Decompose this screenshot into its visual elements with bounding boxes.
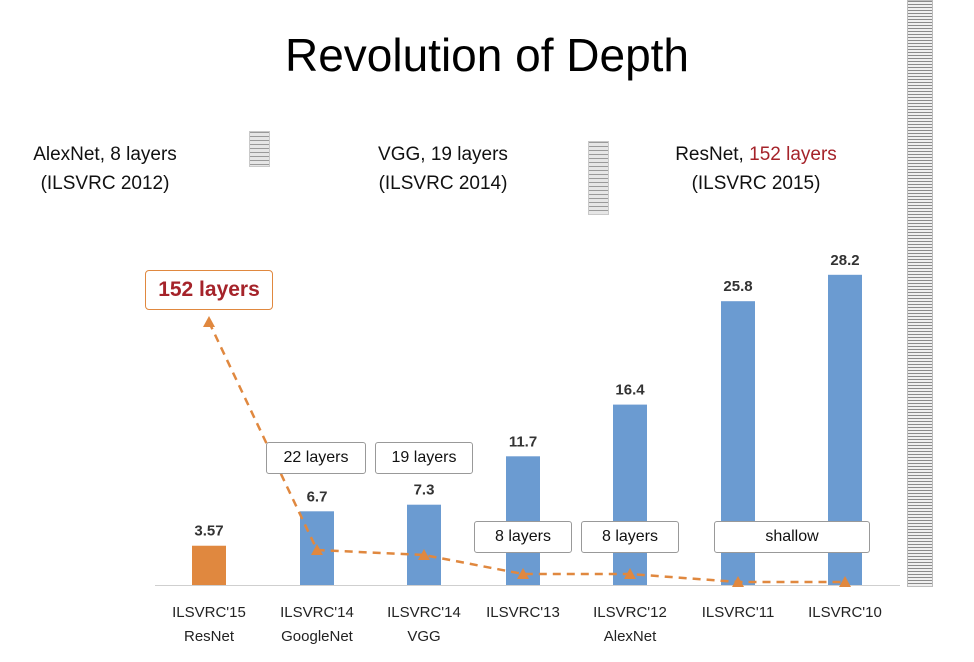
x-tick-label-2-1: VGG bbox=[407, 628, 440, 645]
x-tick-label-5-0: ILSVRC'11 bbox=[702, 604, 775, 621]
vgg-event: (ILSVRC 2014) bbox=[378, 173, 508, 194]
bar-4 bbox=[613, 404, 647, 585]
x-tick-label-6-0: ILSVRC'10 bbox=[808, 604, 882, 621]
bar-value-label-4: 16.4 bbox=[615, 382, 645, 399]
depth-marker-5 bbox=[732, 576, 744, 587]
resnet-caption: ResNet, 152 layers (ILSVRC 2015) bbox=[656, 140, 856, 198]
x-tick-label-4-0: ILSVRC'12 bbox=[593, 604, 667, 621]
depth-marker-0 bbox=[203, 316, 215, 327]
x-tick-label-1-1: GoogleNet bbox=[281, 628, 354, 645]
depth-marker-3 bbox=[517, 568, 529, 579]
resnet-layer-count: 152 layers bbox=[749, 144, 837, 165]
x-tick-label-2-0: ILSVRC'14 bbox=[387, 604, 461, 621]
alexnet-layer-stack-icon bbox=[249, 131, 270, 167]
x-tick-label-4-1: AlexNet bbox=[604, 628, 657, 645]
vgg-layer-stack-icon bbox=[588, 141, 609, 215]
callout-152-layers: 152 layers bbox=[145, 270, 273, 310]
alexnet-name: AlexNet, 8 layers bbox=[33, 144, 177, 165]
depth-label-box-4: 8 layers bbox=[581, 521, 679, 553]
depth-label-box-3: 8 layers bbox=[474, 521, 572, 553]
alexnet-event: (ILSVRC 2012) bbox=[40, 173, 170, 194]
x-tick-label-0-0: ILSVRC'15 bbox=[172, 604, 246, 621]
depth-label-box-5: shallow bbox=[714, 521, 870, 553]
resnet-layer-stack-icon bbox=[907, 0, 933, 587]
depth-marker-6 bbox=[839, 576, 851, 587]
bar-value-label-1: 6.7 bbox=[307, 488, 328, 505]
depth-marker-1 bbox=[311, 544, 323, 555]
bar-value-label-5: 25.8 bbox=[723, 278, 752, 295]
resnet-event: (ILSVRC 2015) bbox=[691, 173, 821, 194]
vgg-caption: VGG, 19 layers (ILSVRC 2014) bbox=[358, 140, 528, 198]
depth-marker-2 bbox=[418, 549, 430, 560]
bar-2 bbox=[407, 504, 441, 585]
bar-value-label-3: 11.7 bbox=[509, 433, 537, 450]
depth-label-box-2: 19 layers bbox=[375, 442, 473, 474]
bar-value-label-2: 7.3 bbox=[414, 482, 435, 499]
x-tick-label-3-0: ILSVRC'13 bbox=[486, 604, 560, 621]
depth-marker-4 bbox=[624, 568, 636, 579]
x-tick-label-0-1: ResNet bbox=[184, 628, 235, 645]
bar-3 bbox=[506, 456, 540, 585]
resnet-name-prefix: ResNet, bbox=[675, 144, 750, 165]
bar-0 bbox=[192, 545, 226, 585]
bar-value-label-0: 3.57 bbox=[194, 523, 223, 540]
bar-value-label-6: 28.2 bbox=[830, 252, 859, 269]
resnet-name: ResNet, 152 layers bbox=[656, 140, 856, 169]
depth-label-box-1: 22 layers bbox=[266, 442, 366, 474]
vgg-name: VGG, 19 layers bbox=[378, 144, 508, 165]
alexnet-caption: AlexNet, 8 layers (ILSVRC 2012) bbox=[20, 140, 190, 198]
x-tick-label-1-0: ILSVRC'14 bbox=[280, 604, 354, 621]
slide-title: Revolution of Depth bbox=[284, 29, 690, 81]
